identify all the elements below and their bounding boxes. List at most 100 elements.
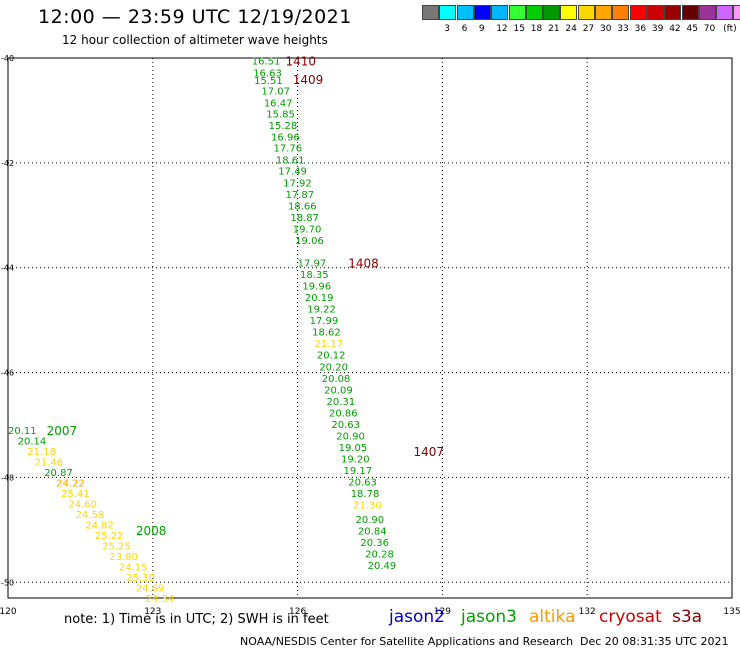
color-swatch: [525, 5, 543, 20]
wave-height-reading: 17.97: [298, 258, 327, 269]
wave-height-reading: 19.96: [302, 282, 331, 293]
wave-height-reading: 24.58: [76, 510, 105, 521]
chart-subtitle: 12 hour collection of altimeter wave hei…: [62, 33, 328, 47]
wave-height-reading: 20.63: [331, 420, 360, 431]
wave-height-reading: 18.66: [288, 201, 317, 212]
wave-height-reading: 20.11: [8, 426, 37, 437]
wave-height-reading: 15.51: [254, 76, 283, 87]
wave-height-reading: 20.90: [356, 515, 385, 526]
wave-height-reading: 20.87: [44, 468, 73, 479]
color-swatch: [577, 5, 595, 20]
color-scale-label: 33: [617, 24, 629, 34]
color-swatch: [508, 5, 526, 20]
color-swatch: [473, 5, 491, 20]
x-tick-label: 129: [434, 607, 451, 617]
wave-height-reading: 21.18: [27, 447, 56, 458]
wave-height-reading: 21.46: [35, 458, 64, 469]
color-scale-label: 21: [548, 24, 560, 34]
color-swatch: [456, 5, 474, 20]
wave-height-reading: 25.41: [61, 489, 90, 500]
wave-height-reading: 16.51: [252, 57, 281, 68]
wave-height-reading: 23.80: [109, 552, 138, 563]
color-scale-label: 9: [478, 24, 485, 34]
wave-height-reading: 20.63: [348, 478, 377, 489]
credit-line: NOAA/NESDIS Center for Satellite Applica…: [240, 635, 574, 648]
y-tick-label: -44: [1, 264, 14, 273]
satellite-legend-jason3: jason3: [461, 607, 517, 627]
wave-height-reading: 19.17: [343, 466, 372, 477]
satellite-legend-jason2: jason2: [389, 607, 445, 627]
wave-height-reading: 20.36: [360, 538, 389, 549]
color-scale-label: 42: [669, 24, 681, 34]
color-scale-label: 24: [565, 24, 577, 34]
wave-height-reading: 16.47: [264, 99, 293, 110]
wave-height-reading: 20.14: [18, 437, 47, 448]
wave-height-reading: 17.07: [261, 87, 290, 98]
wave-height-reading: 20.90: [336, 431, 365, 442]
color-scale-label: 36: [634, 24, 647, 34]
wave-height-reading: 16.96: [271, 133, 300, 144]
color-swatch: [422, 5, 439, 20]
wave-height-reading: 17.87: [286, 190, 315, 201]
wave-height-reading: 19.22: [307, 305, 336, 316]
wave-height-reading: 24.22: [56, 479, 85, 490]
wave-height-reading: 20.84: [358, 526, 387, 537]
color-scale-label: 70: [703, 24, 716, 34]
x-tick-label: 126: [289, 607, 306, 617]
color-scale-label: 27: [582, 24, 595, 34]
wave-height-reading: 20.28: [365, 549, 394, 560]
y-tick-label: -40: [1, 54, 14, 63]
y-tick-label: -48: [1, 473, 14, 482]
wave-height-reading: 20.08: [322, 374, 351, 385]
color-scale-label: 39: [651, 24, 664, 34]
chart-title: 12:00 — 23:59 UTC 12/19/2021: [38, 6, 352, 28]
wave-height-reading: 20.12: [317, 351, 346, 362]
wave-height-reading: 16.63: [253, 69, 282, 80]
wave-height-reading: 19.05: [339, 443, 368, 454]
wave-height-reading: 18.87: [290, 213, 319, 224]
wave-height-reading: 25.30: [126, 573, 155, 584]
x-tick-label: 123: [144, 607, 161, 617]
color-swatch: [439, 5, 457, 20]
y-tick-label: -46: [1, 369, 14, 378]
wave-height-reading: 20.31: [327, 397, 356, 408]
footer-note: note: 1) Time is in UTC; 2) SWH is in fe…: [64, 612, 329, 627]
wave-height-reading: 18.78: [351, 489, 380, 500]
wave-height-reading: 24.69: [136, 584, 165, 595]
wave-height-reading: 24.15: [119, 563, 148, 574]
color-scale-label: 15: [513, 24, 525, 34]
color-scale-label: 12: [496, 24, 508, 34]
wave-height-reading: 25.25: [102, 542, 131, 553]
pass-time-label: 1407: [413, 445, 444, 459]
y-tick-label: -42: [1, 159, 14, 168]
wave-height-reading: 21.17: [314, 339, 343, 350]
color-swatch: [629, 5, 647, 20]
generation-timestamp: Dec 20 08:31:35 UTC 2021: [580, 635, 729, 648]
color-swatch: [560, 5, 578, 20]
y-tick-label: -50: [1, 578, 14, 587]
color-swatch: [612, 5, 630, 20]
color-swatch: [646, 5, 664, 20]
wave-height-reading: 18.35: [300, 270, 329, 281]
pass-time-label: 2007: [47, 424, 78, 438]
wave-height-reading: 20.49: [368, 561, 397, 572]
wave-height-reading: 20.19: [305, 293, 334, 304]
color-scale-label: 30: [600, 24, 612, 34]
wave-height-reading: 20.20: [319, 362, 348, 373]
pass-time-label: 2008: [136, 524, 167, 538]
wave-height-reading: 19.20: [341, 455, 370, 466]
wave-height-reading: 17.99: [310, 316, 339, 327]
satellite-legend-altika: altika: [529, 607, 576, 627]
wave-height-reading: 17.76: [273, 144, 302, 155]
color-swatch: [698, 5, 716, 20]
color-scale-label: 18: [530, 24, 543, 34]
color-swatch: [543, 5, 561, 20]
x-tick-label: 132: [579, 607, 596, 617]
plot-frame: [7, 57, 733, 599]
wave-height-reading: 15.85: [266, 110, 295, 121]
wave-height-reading: 18.61: [276, 156, 305, 167]
wave-height-reading: 17.92: [283, 178, 312, 189]
color-swatch: [733, 5, 740, 20]
wave-height-reading: 24.34: [146, 594, 175, 605]
